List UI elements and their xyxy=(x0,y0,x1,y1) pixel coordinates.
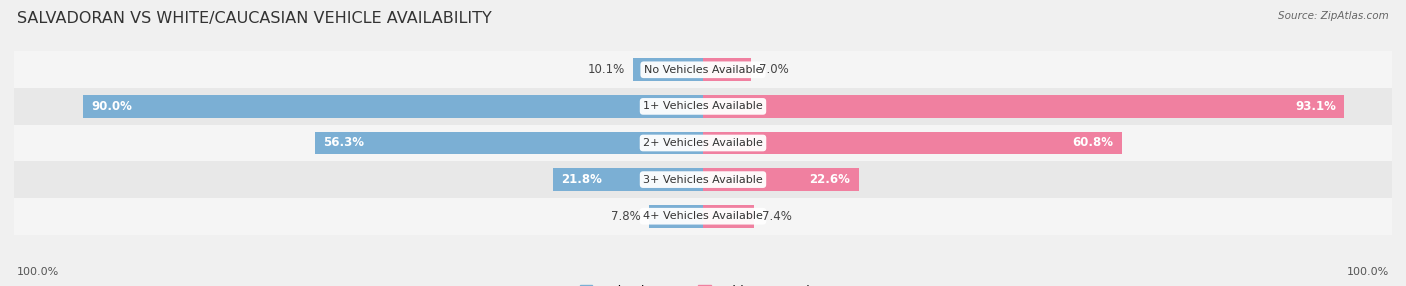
Bar xyxy=(703,132,1122,154)
Bar xyxy=(634,58,703,81)
Bar xyxy=(703,168,859,191)
Text: 10.1%: 10.1% xyxy=(588,63,626,76)
Text: 7.0%: 7.0% xyxy=(759,63,789,76)
Bar xyxy=(553,168,703,191)
Text: SALVADORAN VS WHITE/CAUCASIAN VEHICLE AVAILABILITY: SALVADORAN VS WHITE/CAUCASIAN VEHICLE AV… xyxy=(17,11,492,26)
Bar xyxy=(703,205,754,228)
Text: 3+ Vehicles Available: 3+ Vehicles Available xyxy=(643,175,763,184)
Text: 93.1%: 93.1% xyxy=(1295,100,1336,113)
Text: 4+ Vehicles Available: 4+ Vehicles Available xyxy=(643,211,763,221)
Text: 7.4%: 7.4% xyxy=(762,210,792,223)
Bar xyxy=(315,132,703,154)
Bar xyxy=(703,95,1344,118)
Bar xyxy=(14,88,1392,125)
Text: 100.0%: 100.0% xyxy=(17,267,59,277)
Text: 22.6%: 22.6% xyxy=(810,173,851,186)
Bar xyxy=(14,198,1392,235)
Text: Source: ZipAtlas.com: Source: ZipAtlas.com xyxy=(1278,11,1389,21)
Text: 2+ Vehicles Available: 2+ Vehicles Available xyxy=(643,138,763,148)
Bar xyxy=(650,205,703,228)
Bar xyxy=(14,125,1392,161)
Text: 100.0%: 100.0% xyxy=(1347,267,1389,277)
Bar xyxy=(14,51,1392,88)
Bar xyxy=(14,161,1392,198)
Legend: Salvadoran, White/Caucasian: Salvadoran, White/Caucasian xyxy=(579,285,827,286)
Text: 21.8%: 21.8% xyxy=(561,173,602,186)
Text: 56.3%: 56.3% xyxy=(323,136,364,150)
Bar xyxy=(703,58,751,81)
Text: 60.8%: 60.8% xyxy=(1073,136,1114,150)
Text: 1+ Vehicles Available: 1+ Vehicles Available xyxy=(643,102,763,111)
Text: 7.8%: 7.8% xyxy=(612,210,641,223)
Text: 90.0%: 90.0% xyxy=(91,100,132,113)
Bar xyxy=(83,95,703,118)
Text: No Vehicles Available: No Vehicles Available xyxy=(644,65,762,75)
